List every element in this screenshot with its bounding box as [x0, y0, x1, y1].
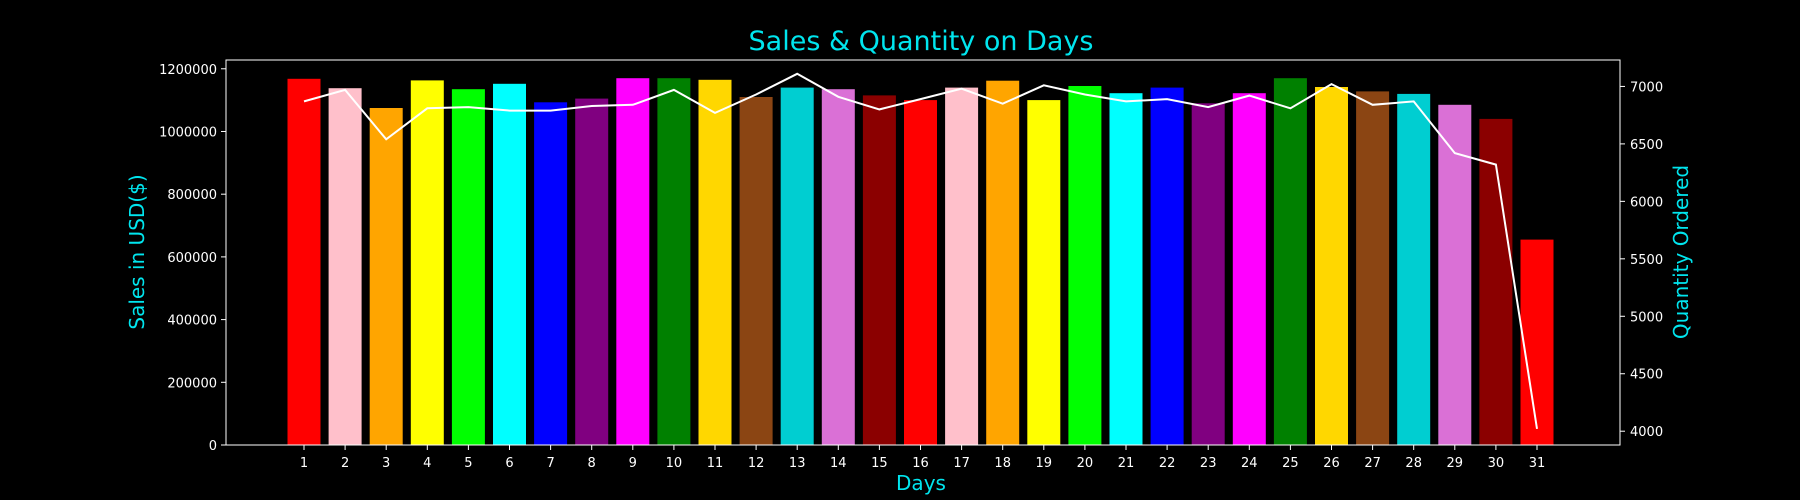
y-tick-label: 800000 — [167, 188, 217, 203]
x-tick-label: 11 — [707, 456, 724, 471]
bar-day-7 — [534, 102, 568, 446]
bar-day-21 — [1109, 93, 1143, 445]
x-tick-label: 12 — [748, 456, 765, 471]
x-tick-label: 17 — [953, 456, 970, 471]
bar-day-20 — [1068, 86, 1102, 445]
y-axis-right: 4000 4500 5000 5500 6000 6500 7000 — [1620, 80, 1663, 440]
bar-day-27 — [1356, 91, 1390, 446]
x-tick-label: 9 — [629, 456, 637, 471]
x-tick-label: 2 — [341, 456, 349, 471]
bar-day-8 — [575, 98, 609, 445]
bar-day-31 — [1520, 239, 1554, 445]
x-tick-label: 21 — [1118, 456, 1135, 471]
bar-day-5 — [451, 89, 485, 445]
bar-day-16 — [904, 100, 937, 445]
y2-tick-label: 4000 — [1630, 425, 1663, 440]
y-tick-label: 0 — [209, 439, 217, 454]
y-axis-title: Sales in USD($) — [125, 174, 149, 329]
bar-day-14 — [821, 89, 855, 445]
bar-day-13 — [780, 87, 814, 445]
x-tick-label: 6 — [505, 456, 513, 471]
x-axis: 1 2 3 4 5 6 7 8 9 10 11 12 13 14 15 16 17 18 19 20 21 22 23 24 2… — [300, 445, 1545, 471]
plot-frame — [225, 59, 1621, 446]
y2-tick-label: 5000 — [1630, 310, 1663, 325]
x-tick-label: 7 — [546, 456, 554, 471]
x-tick-label: 24 — [1241, 456, 1258, 471]
x-axis-title: Days — [896, 471, 946, 495]
x-tick-label: 23 — [1200, 456, 1217, 471]
bar-day-2 — [328, 88, 362, 445]
x-tick-label: 13 — [789, 456, 806, 471]
bar-day-22 — [1150, 87, 1184, 445]
y2-axis-title: Quantity Ordered — [1669, 165, 1693, 339]
bar-day-9 — [616, 78, 650, 445]
bars-group — [287, 78, 1554, 446]
y-tick-label: 600000 — [167, 251, 217, 266]
x-tick-label: 15 — [871, 456, 888, 471]
bar-day-4 — [410, 80, 444, 446]
y-tick-label: 400000 — [167, 314, 217, 329]
bar-day-6 — [493, 83, 526, 446]
bar-day-23 — [1191, 103, 1225, 446]
x-tick-label: 4 — [423, 456, 431, 471]
bar-day-19 — [1027, 100, 1061, 445]
x-tick-label: 5 — [464, 456, 472, 471]
x-tick-label: 27 — [1364, 456, 1381, 471]
y2-tick-label: 7000 — [1630, 80, 1663, 95]
y-tick-label: 1000000 — [159, 125, 217, 140]
bar-day-12 — [739, 97, 773, 445]
x-tick-label: 25 — [1282, 456, 1299, 471]
x-tick-label: 16 — [912, 456, 929, 471]
x-tick-label: 30 — [1488, 456, 1505, 471]
x-tick-label: 8 — [588, 456, 596, 471]
bar-day-25 — [1273, 78, 1307, 445]
x-tick-label: 10 — [666, 456, 683, 471]
y-axis-left: 0 200000 400000 600000 800000 1000000 1200000 — [159, 63, 226, 454]
x-tick-label: 20 — [1077, 456, 1094, 471]
bar-day-18 — [986, 80, 1020, 445]
bar-day-26 — [1315, 87, 1348, 445]
bar-day-29 — [1438, 104, 1472, 446]
y-tick-label: 1200000 — [159, 63, 217, 78]
bar-day-10 — [657, 78, 691, 445]
chart-title: Sales & Quantity on Days — [749, 26, 1094, 57]
x-tick-label: 3 — [382, 456, 390, 471]
y2-tick-label: 5500 — [1630, 253, 1663, 268]
x-tick-label: 22 — [1159, 456, 1176, 471]
x-tick-label: 18 — [994, 456, 1011, 471]
x-tick-label: 29 — [1447, 456, 1464, 471]
x-tick-label: 19 — [1036, 456, 1053, 471]
bar-day-30 — [1479, 118, 1513, 446]
bar-day-17 — [945, 87, 979, 445]
quantity-line — [303, 72, 1538, 430]
x-tick-label: 1 — [300, 456, 308, 471]
bar-day-24 — [1232, 93, 1266, 445]
y2-tick-label: 6500 — [1630, 138, 1663, 153]
y-tick-label: 200000 — [167, 376, 217, 391]
x-tick-label: 26 — [1323, 456, 1340, 471]
bar-day-28 — [1397, 93, 1431, 446]
x-tick-label: 28 — [1405, 456, 1422, 471]
bar-day-11 — [698, 79, 732, 446]
bar-day-3 — [369, 108, 403, 445]
x-tick-label: 14 — [830, 456, 847, 471]
x-tick-label: 31 — [1529, 456, 1546, 471]
bar-day-15 — [862, 95, 896, 446]
y2-tick-label: 6000 — [1630, 195, 1663, 210]
bar-day-1 — [287, 78, 321, 446]
y2-tick-label: 4500 — [1630, 368, 1663, 383]
